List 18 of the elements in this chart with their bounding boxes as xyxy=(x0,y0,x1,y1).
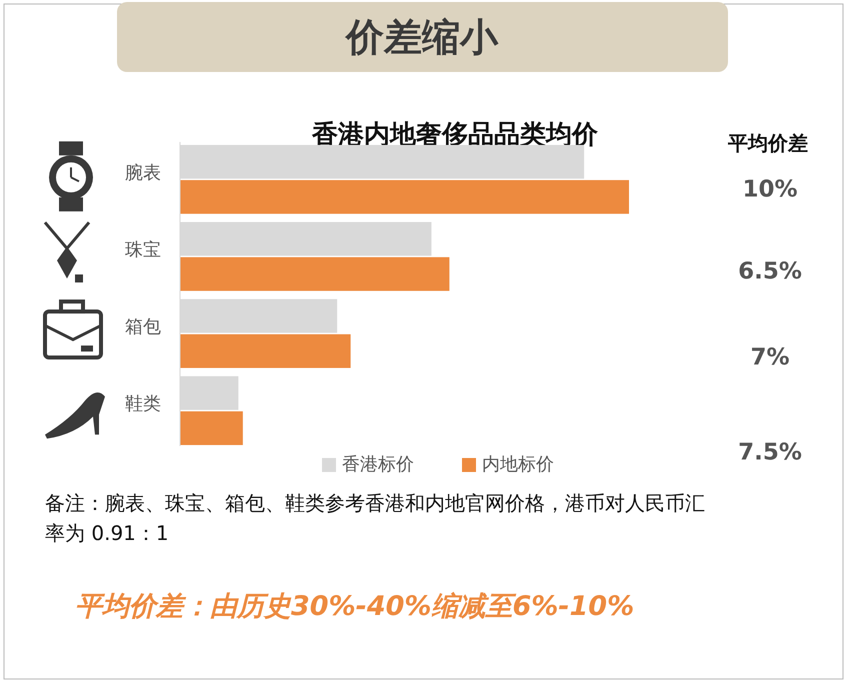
y-tick-label: 鞋类 xyxy=(125,394,161,415)
text: 7.5% xyxy=(738,439,802,466)
bar xyxy=(180,411,243,446)
text: 6.5% xyxy=(738,258,802,284)
y-tick-label: 珠宝 xyxy=(125,239,161,260)
text: 平均价差 xyxy=(727,131,808,155)
y-tick-label: 腕表 xyxy=(125,162,161,184)
bar xyxy=(180,180,629,214)
text: 平均价差：由历史30%-40%缩减至6%-10% xyxy=(75,591,634,622)
text: 10% xyxy=(742,176,798,202)
y-tick-label: 箱包 xyxy=(125,316,161,338)
legend-label: 香港标价 xyxy=(342,454,414,475)
bar xyxy=(180,257,450,291)
text: 备注：腕表、珠宝、箱包、鞋类参考香港和内地官网价格，港币对人民币汇率为 0.91：1 xyxy=(45,491,705,545)
bar xyxy=(180,334,351,368)
text: 7% xyxy=(750,344,790,370)
chart-title: 价差缩小 xyxy=(344,15,499,59)
legend-label: 内地标价 xyxy=(482,454,554,475)
